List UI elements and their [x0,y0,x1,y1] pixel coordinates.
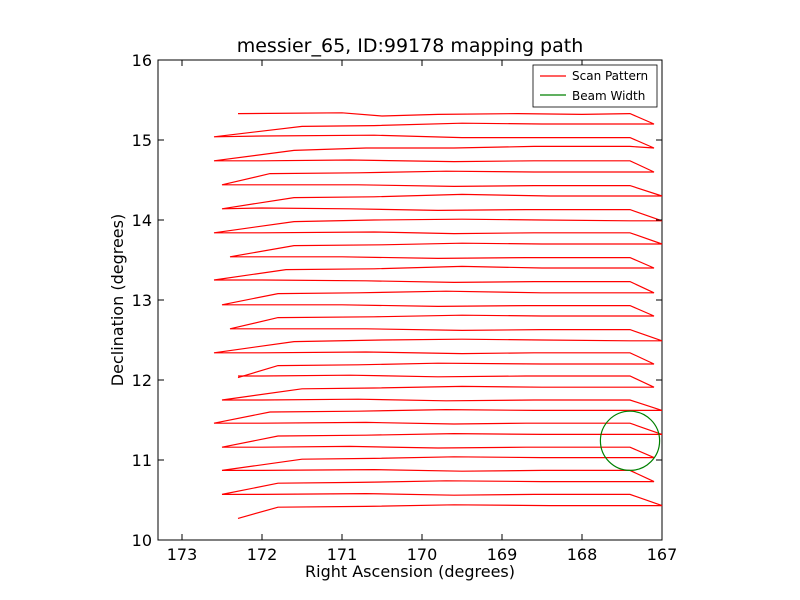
y-tick-label: 12 [132,371,152,390]
series-layer [213,112,663,519]
x-axis-ticks: 173 172 171 170 169 168 167 [167,60,678,564]
scan-pattern-line-1 [213,374,663,519]
x-tick-label: 168 [567,545,598,564]
x-tick-label: 170 [407,545,438,564]
legend-label-beam: Beam Width [572,89,645,103]
scan-pattern-line-0 [213,112,663,379]
x-tick-label: 171 [327,545,358,564]
y-tick-label: 10 [132,531,152,550]
legend: Scan Pattern Beam Width [532,64,658,108]
legend-label-scan: Scan Pattern [572,69,648,83]
legend-box [532,64,658,108]
x-tick-label: 169 [487,545,518,564]
y-tick-label: 11 [132,451,152,470]
y-tick-label: 14 [132,211,152,230]
y-tick-label: 13 [132,291,152,310]
x-tick-label: 167 [647,545,678,564]
x-tick-label: 172 [247,545,278,564]
beam-width-circle [599,410,661,471]
plot-area: 173 172 171 170 169 168 167 10 11 12 13 14 15 16 [132,51,678,564]
y-tick-label: 15 [132,131,152,150]
y-axis-ticks: 10 11 12 13 14 15 16 [132,51,662,550]
chart-title: messier_65, ID:99178 mapping path [237,35,584,57]
y-axis-label: Declination (degrees) [108,214,127,386]
plot-frame [157,59,663,541]
x-tick-label: 173 [167,545,198,564]
y-tick-label: 16 [132,51,152,70]
x-axis-label: Right Ascension (degrees) [305,562,515,581]
